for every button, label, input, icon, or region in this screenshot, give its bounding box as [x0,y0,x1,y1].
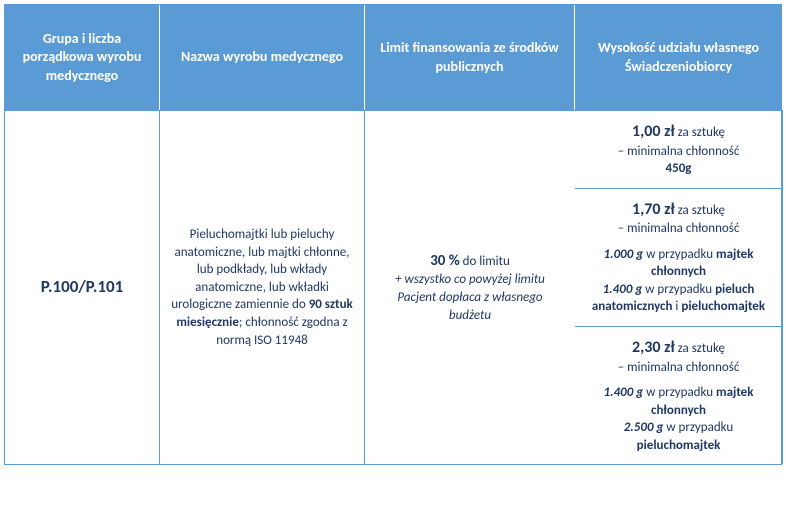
case-2b: w przypadku [642,282,715,297]
product-code: P.100/P.101 [5,110,160,464]
header-limit: Limit finansowania ze środków publicznyc… [365,5,575,110]
limit-row-1: 1,00 zł za sztukę – minimalna chłonność … [575,110,783,188]
price-3: 2,30 zł [632,338,675,357]
product-3b: pieluchomajtek [637,438,721,453]
product-name: Pieluchomajtki lub pieluchy anatomiczne,… [160,110,365,464]
copay-percent: 30 % [430,252,460,270]
case-3b: w przypadku [663,420,733,435]
per-unit-1: za sztukę [675,125,725,140]
price-1: 1,00 zł [632,122,675,141]
weight-2a: 1.000 g [604,247,644,262]
header-name: Nazwa wyrobu medycznego [160,5,365,110]
per-unit-3: za sztukę [675,341,725,356]
min-absorbency-label-2: – minimalna chłonność [618,220,740,238]
reimbursement-table: Grupa i liczba porządkowa wyrobu medyczn… [4,4,782,465]
weight-3a: 1.400 g [604,385,644,400]
weight-1: 450g [666,160,692,178]
case-3a: w przypadku [643,385,716,400]
weight-2b: 1.400 g [603,282,643,297]
case-2a: w przypadku [643,247,716,262]
copay-note: + wszystko co powyżej limitu Pacjent dop… [375,271,565,324]
per-unit-2: za sztukę [675,203,725,218]
copay-cell: 30 % do limitu + wszystko co powyżej lim… [365,110,575,464]
product-2c: pieluchomajtek [681,299,765,314]
min-absorbency-label-3: – minimalna chłonność [618,359,740,377]
limit-row-2: 1,70 zł za sztukę – minimalna chłonność … [575,188,783,326]
limit-row-3: 2,30 zł za sztukę – minimalna chłonność … [575,326,783,464]
header-copay: Wysokość udziału własnego Świadczeniobio… [575,5,783,110]
min-absorbency-label-1: – minimalna chłonność [618,143,740,161]
copay-to-limit: do limitu [460,254,510,269]
weight-3b: 2.500 g [624,420,664,435]
price-2: 1,70 zł [632,200,675,219]
header-group: Grupa i liczba porządkowa wyrobu medyczn… [5,5,160,110]
